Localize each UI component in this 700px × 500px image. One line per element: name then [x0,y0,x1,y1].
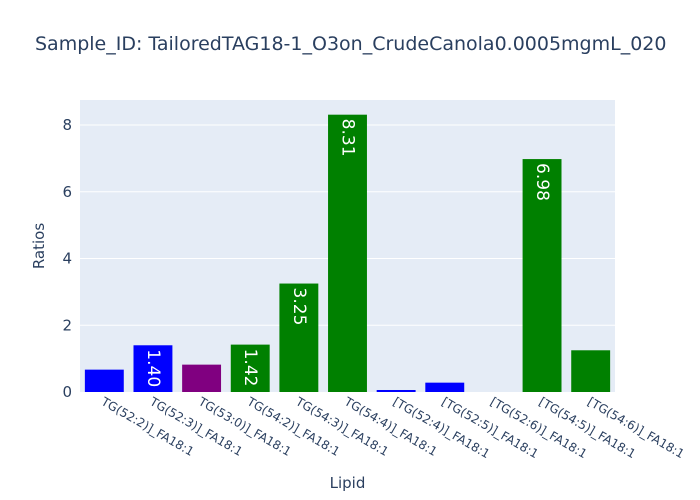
bar [328,114,367,393]
bar [230,344,270,392]
bar [84,369,124,392]
bar-data-label: 1.40 [143,349,163,387]
bar-data-label: 1.42 [240,349,260,387]
bar [571,350,611,392]
y-tick-label: 2 [62,316,72,334]
y-axis-title: Ratios [30,223,48,270]
bar [182,364,222,392]
y-tick-label: 6 [62,183,72,201]
y-tick-label: 0 [62,383,72,401]
bar-data-label: 8.31 [338,119,358,157]
bar-data-label: 6.98 [532,163,552,201]
bar [522,159,562,392]
bar [279,283,319,392]
bar [425,382,465,392]
bar-data-label: 3.25 [289,288,309,326]
bars [84,114,611,393]
bar [376,389,416,392]
y-tick-label: 8 [62,116,72,134]
bar [133,345,173,392]
y-axis-ticks: 0 2 4 6 8 [62,116,72,401]
y-tick-label: 4 [62,250,72,268]
x-axis-title: Lipid [330,474,366,492]
chart-title: Sample_ID: TailoredTAG18-1_O3on_CrudeCan… [35,33,666,55]
data-labels: 1.40 1.42 3.25 8.31 6.98 [143,119,552,387]
